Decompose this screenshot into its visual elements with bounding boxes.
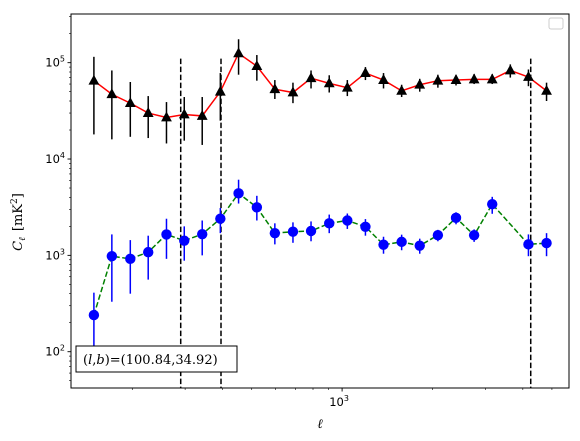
data-point <box>197 228 208 240</box>
x-axis-label: ℓ <box>317 417 323 432</box>
y-tick-label: 105 <box>45 55 65 70</box>
data-point <box>88 74 100 85</box>
data-point <box>269 227 281 239</box>
y-tick-label: 104 <box>45 151 65 166</box>
x-tick-label: 103 <box>329 394 349 409</box>
data-point <box>179 235 190 246</box>
axes: 102 103 104 105 103 <box>45 16 553 409</box>
y-axis-label-unit-open: [mK <box>11 204 26 231</box>
data-point <box>341 81 353 92</box>
data-point <box>378 74 389 84</box>
data-point <box>161 229 172 240</box>
data-point <box>342 215 353 226</box>
data-point <box>450 74 462 84</box>
data-point <box>287 226 299 237</box>
series-1-line <box>93 52 547 119</box>
data-point <box>523 70 534 81</box>
data-point <box>414 78 426 89</box>
data-point <box>269 83 281 94</box>
data-point <box>487 198 498 210</box>
data-point <box>106 251 118 262</box>
data-point <box>432 229 444 241</box>
plot-frame <box>70 13 570 389</box>
data-point <box>486 73 498 84</box>
data-point <box>323 77 335 88</box>
y-axis-label-unit-close: ] <box>11 193 26 198</box>
data-point <box>287 86 299 97</box>
data-point <box>324 218 335 229</box>
y-axis-label: Cℓ [mK2] <box>10 193 28 251</box>
series-2 <box>88 179 552 357</box>
data-point <box>106 88 118 99</box>
series-1 <box>88 39 552 145</box>
y-tick-label: 103 <box>45 247 65 262</box>
data-point <box>360 67 371 77</box>
data-point <box>396 236 407 248</box>
data-point <box>396 84 408 95</box>
data-point <box>523 239 534 250</box>
data-point <box>124 97 136 108</box>
data-point <box>541 84 552 95</box>
data-point <box>142 107 154 117</box>
data-point <box>161 111 172 122</box>
data-point <box>214 85 226 96</box>
data-point <box>468 229 480 241</box>
data-point <box>251 202 263 213</box>
data-point <box>251 60 263 71</box>
data-point <box>125 253 136 265</box>
annotation-box: (l,b)=(100.84,34.92) <box>75 345 238 373</box>
data-point <box>414 240 425 251</box>
annotation-text: (l,b)=(100.84,34.92) <box>83 353 218 368</box>
series-2-line <box>93 192 547 316</box>
data-point <box>215 213 226 224</box>
y-axis-label-unit-power: 2 <box>10 198 20 204</box>
data-point <box>88 309 100 321</box>
data-point <box>233 188 244 199</box>
data-point <box>178 108 190 119</box>
data-point <box>233 47 244 58</box>
data-point <box>360 221 371 232</box>
data-point <box>541 237 552 249</box>
data-point <box>468 73 480 84</box>
data-point <box>305 225 317 237</box>
y-axis-label-subscript: ℓ <box>18 237 28 241</box>
series-layer <box>88 39 552 357</box>
y-axis-label-symbol: C <box>11 241 26 251</box>
data-point <box>504 64 516 75</box>
y-tick-label: 102 <box>45 344 65 359</box>
data-point <box>305 72 317 83</box>
legend-box <box>548 17 564 30</box>
data-point <box>432 74 444 85</box>
data-point <box>450 212 462 224</box>
data-point <box>378 239 389 250</box>
data-point <box>143 246 154 258</box>
data-point <box>196 109 208 120</box>
